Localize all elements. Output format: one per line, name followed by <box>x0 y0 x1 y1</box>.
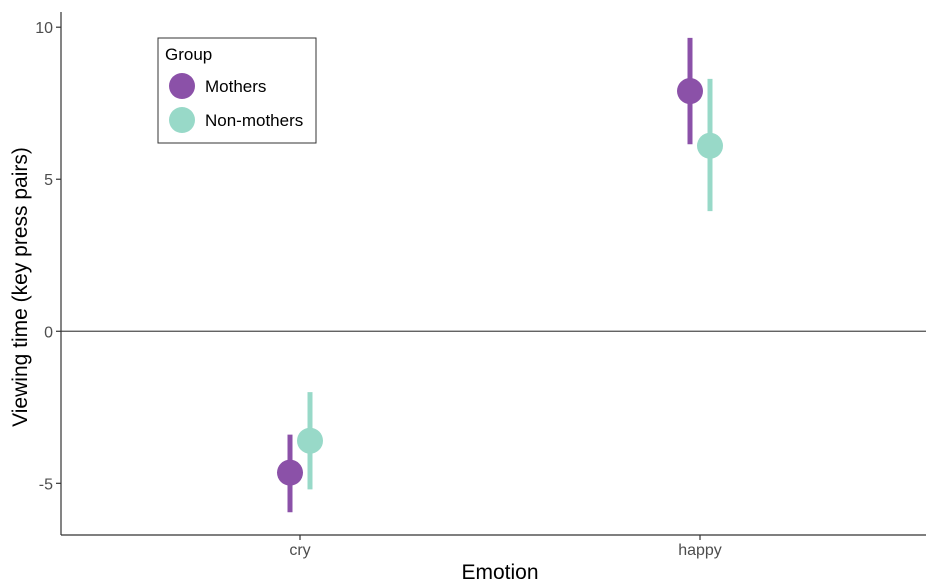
y-axis-title: Viewing time (key press pairs) <box>9 147 32 427</box>
legend-key-mothers <box>169 73 195 99</box>
x-tick-label-happy: happy <box>678 542 722 559</box>
legend-label-mothers: Mothers <box>205 77 266 96</box>
point-non-mothers-happy <box>697 132 723 159</box>
x-axis-title: Emotion <box>461 561 538 582</box>
y-tick-label: 5 <box>44 172 53 189</box>
y-tick-label: 10 <box>35 20 53 37</box>
y-tick-label: 0 <box>44 324 53 341</box>
point-mothers-cry <box>277 459 303 486</box>
legend-key-non-mothers <box>169 107 195 133</box>
point-non-mothers-cry <box>297 427 323 454</box>
x-tick-label-cry: cry <box>289 542 310 559</box>
legend-title: Group <box>165 45 212 64</box>
point-mothers-happy <box>677 78 703 105</box>
y-tick-label: -5 <box>39 476 53 493</box>
legend: Group Mothers Non-mothers <box>157 37 317 144</box>
legend-label-non-mothers: Non-mothers <box>205 111 303 130</box>
